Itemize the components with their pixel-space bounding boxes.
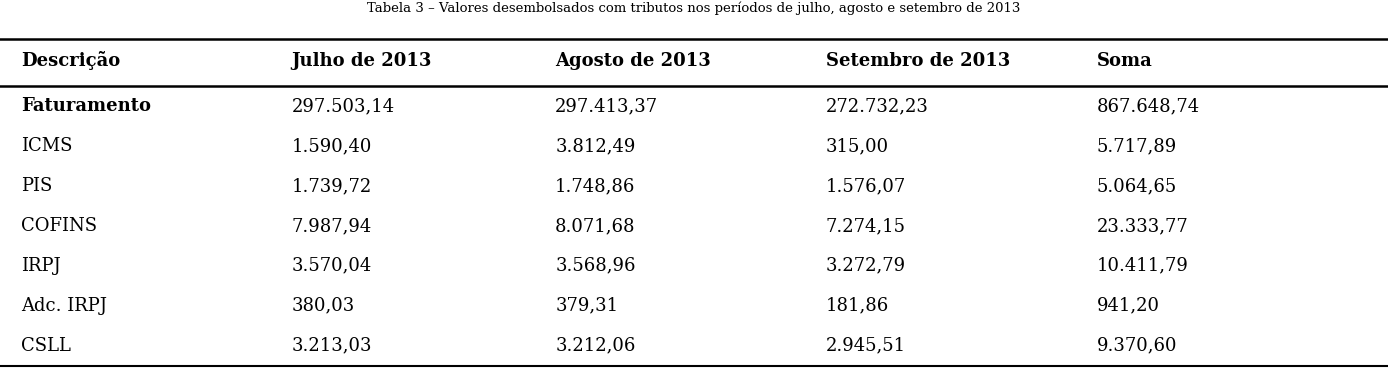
Text: Agosto de 2013: Agosto de 2013 — [555, 52, 711, 70]
Text: 1.739,72: 1.739,72 — [291, 177, 372, 195]
Text: 3.570,04: 3.570,04 — [291, 257, 372, 275]
Text: Adc. IRPJ: Adc. IRPJ — [21, 297, 107, 315]
Text: 7.987,94: 7.987,94 — [291, 217, 372, 235]
Text: 23.333,77: 23.333,77 — [1097, 217, 1188, 235]
Text: 3.812,49: 3.812,49 — [555, 137, 636, 155]
Text: Julho de 2013: Julho de 2013 — [291, 52, 432, 70]
Text: 379,31: 379,31 — [555, 297, 618, 315]
Text: Setembro de 2013: Setembro de 2013 — [826, 52, 1010, 70]
Text: 1.576,07: 1.576,07 — [826, 177, 906, 195]
Text: 3.568,96: 3.568,96 — [555, 257, 636, 275]
Text: Soma: Soma — [1097, 52, 1152, 70]
Text: 3.212,06: 3.212,06 — [555, 337, 636, 355]
Text: Tabela 3 – Valores desembolsados com tributos nos períodos de julho, agosto e se: Tabela 3 – Valores desembolsados com tri… — [368, 2, 1020, 15]
Text: 941,20: 941,20 — [1097, 297, 1159, 315]
Text: ICMS: ICMS — [21, 137, 72, 155]
Text: Descrição: Descrição — [21, 51, 121, 70]
Text: 7.274,15: 7.274,15 — [826, 217, 906, 235]
Text: 1.590,40: 1.590,40 — [291, 137, 372, 155]
Text: CSLL: CSLL — [21, 337, 71, 355]
Text: 5.064,65: 5.064,65 — [1097, 177, 1177, 195]
Text: COFINS: COFINS — [21, 217, 97, 235]
Text: 315,00: 315,00 — [826, 137, 888, 155]
Text: 181,86: 181,86 — [826, 297, 890, 315]
Text: 2.945,51: 2.945,51 — [826, 337, 906, 355]
Text: 3.272,79: 3.272,79 — [826, 257, 906, 275]
Text: 297.503,14: 297.503,14 — [291, 97, 394, 115]
Text: 3.213,03: 3.213,03 — [291, 337, 372, 355]
Text: PIS: PIS — [21, 177, 53, 195]
Text: 1.748,86: 1.748,86 — [555, 177, 636, 195]
Text: 10.411,79: 10.411,79 — [1097, 257, 1188, 275]
Text: 272.732,23: 272.732,23 — [826, 97, 929, 115]
Text: 9.370,60: 9.370,60 — [1097, 337, 1177, 355]
Text: 380,03: 380,03 — [291, 297, 355, 315]
Text: Faturamento: Faturamento — [21, 97, 151, 115]
Text: 867.648,74: 867.648,74 — [1097, 97, 1199, 115]
Text: 297.413,37: 297.413,37 — [555, 97, 658, 115]
Text: 8.071,68: 8.071,68 — [555, 217, 636, 235]
Text: 5.717,89: 5.717,89 — [1097, 137, 1177, 155]
Text: IRPJ: IRPJ — [21, 257, 61, 275]
